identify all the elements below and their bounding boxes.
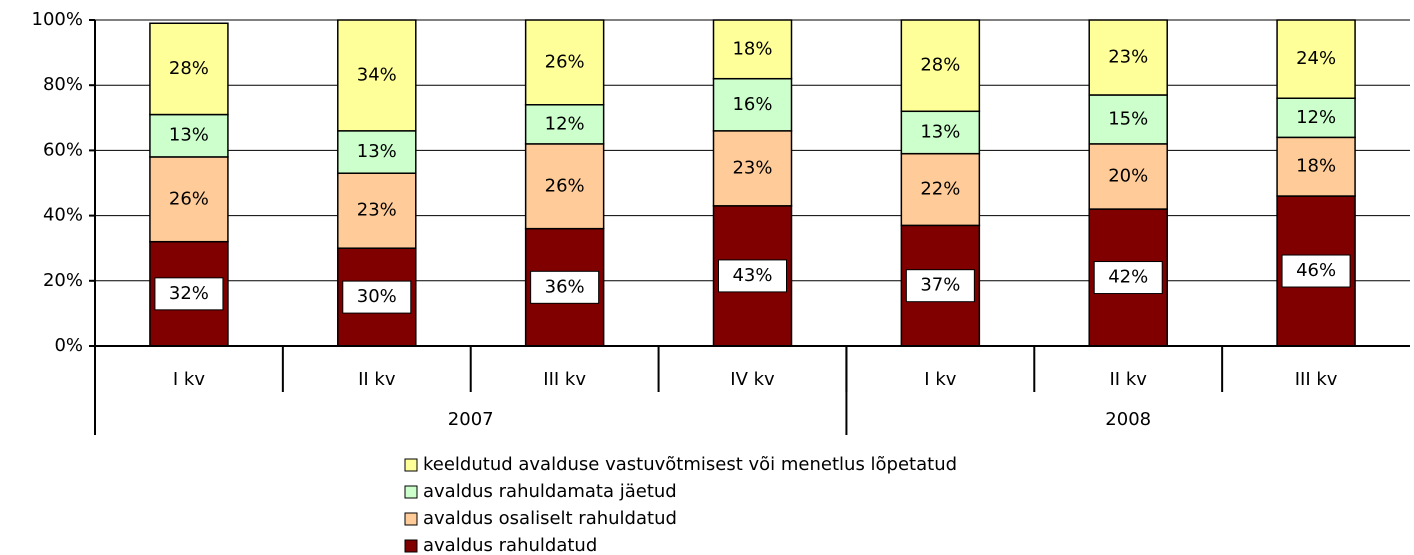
data-label: 12%	[545, 113, 585, 134]
x-tick-label: IV kv	[730, 369, 775, 390]
label-box	[718, 259, 787, 293]
x-tick-label: III kv	[543, 369, 586, 390]
group-label: 2008	[1105, 409, 1151, 430]
data-label: 12%	[1296, 107, 1336, 128]
bar-segment	[149, 156, 229, 243]
data-label: 23%	[1108, 46, 1148, 67]
bar-segment	[337, 172, 417, 249]
data-label: 46%	[1296, 260, 1336, 281]
legend-label: keeldutud avalduse vastuvõtmisest või me…	[423, 454, 957, 475]
data-label: 18%	[732, 38, 772, 59]
data-label: 26%	[169, 188, 209, 209]
legend-swatch	[404, 458, 418, 472]
data-label: 13%	[920, 121, 960, 142]
bar-segment	[337, 130, 417, 174]
data-label: 24%	[1296, 48, 1336, 69]
bar-segment	[337, 19, 417, 132]
data-label: 26%	[545, 175, 585, 196]
data-label: 43%	[732, 265, 772, 286]
bar-segment	[900, 110, 981, 155]
data-label: 34%	[357, 64, 397, 85]
data-label: 20%	[1108, 165, 1148, 186]
x-tick-label: I kv	[924, 369, 956, 390]
y-tick-label: 100%	[32, 9, 83, 30]
x-tick-label: II kv	[358, 369, 396, 390]
data-label: 28%	[920, 55, 960, 76]
bar-segment	[1276, 19, 1356, 99]
bar-segment	[524, 19, 605, 106]
label-box	[1093, 261, 1163, 295]
data-label: 13%	[169, 125, 209, 146]
y-tick-label: 40%	[43, 205, 83, 226]
data-label: 36%	[545, 276, 585, 297]
bar-segment	[524, 143, 605, 230]
y-tick-label: 20%	[43, 270, 83, 291]
x-tick-label: III kv	[1295, 369, 1338, 390]
legend-swatch	[404, 512, 418, 526]
legend-label: avaldus rahuldamata jäetud	[423, 481, 677, 502]
bar-segment	[712, 19, 793, 80]
data-label: 32%	[169, 283, 209, 304]
legend-swatch	[404, 485, 418, 499]
y-tick-label: 0%	[54, 335, 83, 356]
bar-segment	[1276, 136, 1356, 197]
label-box	[342, 280, 412, 314]
bar-segment	[1088, 19, 1168, 96]
data-label: 16%	[732, 94, 772, 115]
legend-label: avaldus rahuldatud	[423, 535, 597, 555]
x-tick-label: II kv	[1110, 369, 1148, 390]
data-label: 28%	[169, 58, 209, 79]
data-label: 23%	[357, 200, 397, 221]
data-label: 37%	[920, 275, 960, 296]
data-label: 15%	[1108, 108, 1148, 129]
bar-segment	[1088, 94, 1168, 145]
label-box	[1281, 254, 1351, 288]
data-label: 42%	[1108, 267, 1148, 288]
bar-segment	[712, 130, 793, 207]
data-label: 30%	[357, 286, 397, 307]
label-box	[154, 277, 224, 311]
label-box	[905, 269, 975, 303]
y-tick-label: 60%	[43, 139, 83, 160]
x-tick-label: I kv	[173, 369, 205, 390]
bar-segment	[900, 19, 981, 113]
bar-segment	[149, 22, 229, 116]
data-label: 18%	[1296, 156, 1336, 177]
group-label: 2007	[448, 409, 494, 430]
data-label: 26%	[545, 51, 585, 72]
bar-segment	[524, 104, 605, 145]
legend-label: avaldus osaliselt rahuldatud	[423, 508, 677, 529]
bar-segment	[900, 152, 981, 227]
data-label: 23%	[732, 157, 772, 178]
y-tick-label: 80%	[43, 74, 83, 95]
bar-segment	[149, 113, 229, 158]
data-label: 13%	[357, 141, 397, 162]
data-label: 22%	[920, 179, 960, 200]
label-box	[530, 270, 600, 304]
legend-swatch	[404, 539, 418, 553]
